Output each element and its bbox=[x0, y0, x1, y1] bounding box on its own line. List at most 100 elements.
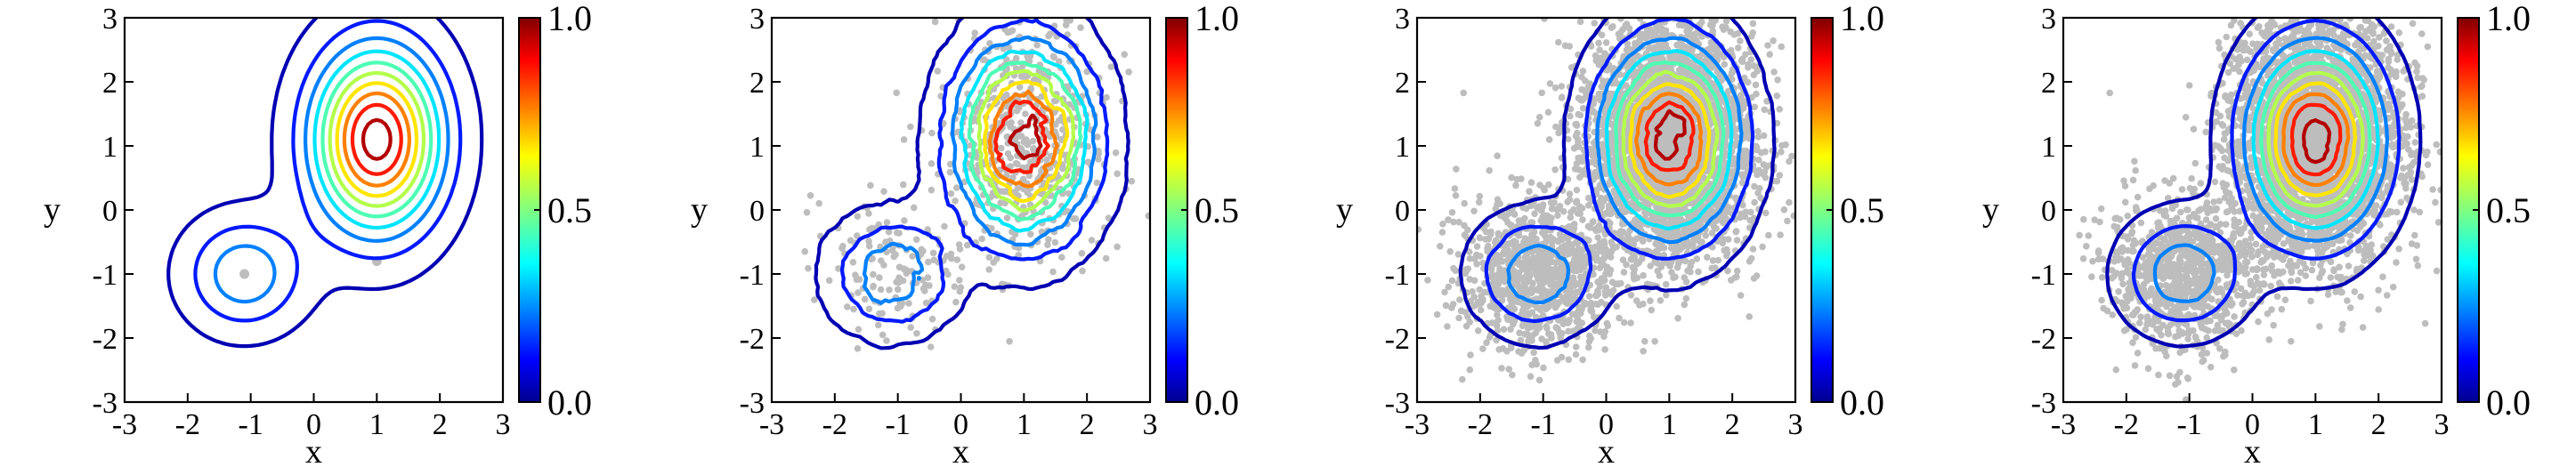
sample-point bbox=[1600, 242, 1607, 249]
sample-point bbox=[1000, 45, 1008, 52]
sample-point bbox=[1095, 147, 1102, 155]
sample-point bbox=[1128, 177, 1136, 185]
contour-level bbox=[166, 18, 484, 349]
sample-point bbox=[1530, 349, 1537, 357]
sample-point bbox=[1573, 197, 1581, 205]
sample-point bbox=[1550, 205, 1557, 213]
sample-point bbox=[1572, 343, 1580, 350]
contour-level bbox=[993, 100, 1050, 174]
sample-point bbox=[1495, 317, 1502, 324]
sample-point bbox=[1500, 326, 1508, 334]
sample-point bbox=[1760, 132, 1768, 140]
y-tick-label: 3 bbox=[102, 3, 117, 36]
sample-point bbox=[1673, 218, 1680, 226]
sample-point bbox=[1702, 232, 1709, 239]
sample-point bbox=[877, 286, 885, 294]
contour-level bbox=[983, 79, 1070, 204]
sample-point bbox=[1451, 185, 1459, 192]
x-tick-label: 2 bbox=[433, 408, 448, 441]
sample-point bbox=[1756, 184, 1763, 192]
sample-point bbox=[1709, 42, 1717, 49]
sample-point bbox=[1576, 281, 1584, 288]
sample-point bbox=[1545, 136, 1553, 143]
sample-point bbox=[1576, 203, 1584, 210]
sample-point bbox=[1494, 311, 1501, 318]
sample-point bbox=[1752, 81, 1760, 89]
sample-point bbox=[1584, 194, 1592, 202]
sample-point bbox=[1735, 44, 1742, 52]
sample-point bbox=[1573, 122, 1581, 129]
sample-point bbox=[1506, 239, 1514, 247]
sample-point bbox=[1059, 125, 1066, 133]
sample-point bbox=[1088, 237, 1096, 244]
sample-point bbox=[1009, 27, 1017, 35]
y-axis-label: y bbox=[44, 191, 61, 229]
sample-point bbox=[1470, 277, 1478, 285]
sample-point bbox=[1749, 29, 1756, 36]
sample-point bbox=[990, 259, 997, 266]
y-tick-label: 3 bbox=[749, 3, 765, 36]
sample-point bbox=[1762, 209, 1770, 217]
sample-point bbox=[1597, 56, 1605, 64]
sample-point bbox=[1511, 211, 1519, 218]
sample-point bbox=[1561, 42, 1569, 50]
sample-point bbox=[893, 89, 900, 97]
sample-point bbox=[1462, 267, 1470, 274]
sample-point bbox=[946, 168, 954, 176]
sample-point bbox=[900, 181, 907, 189]
sample-point bbox=[1747, 56, 1755, 63]
sample-point bbox=[905, 300, 912, 307]
sample-point bbox=[1446, 248, 1454, 255]
x-axis-label: x bbox=[952, 433, 969, 467]
sample-point bbox=[1051, 238, 1059, 246]
sample-point bbox=[895, 275, 903, 282]
sample-point bbox=[1495, 280, 1503, 288]
sample-point bbox=[948, 254, 955, 262]
sample-point bbox=[1749, 246, 1757, 253]
sample-point bbox=[870, 270, 877, 278]
sample-point bbox=[973, 154, 981, 161]
sample-point bbox=[1773, 93, 1781, 100]
plot-area bbox=[166, 18, 484, 349]
sample-point bbox=[1559, 320, 1567, 327]
sample-point bbox=[1778, 149, 1785, 156]
sample-point bbox=[907, 324, 914, 331]
sample-point bbox=[1527, 179, 1535, 186]
sample-point bbox=[1579, 356, 1586, 364]
sample-point bbox=[1439, 221, 1446, 228]
sample-point bbox=[1738, 55, 1746, 63]
sample-point bbox=[927, 343, 935, 350]
sample-point bbox=[1576, 254, 1584, 262]
sample-point bbox=[1499, 258, 1506, 265]
contour-level bbox=[862, 35, 1098, 305]
sample-point bbox=[1479, 345, 1486, 352]
sample-point bbox=[1056, 58, 1063, 65]
sample-point bbox=[1077, 24, 1084, 31]
sample-point bbox=[1577, 310, 1584, 318]
sample-point bbox=[1494, 152, 1501, 159]
sample-point bbox=[895, 229, 903, 237]
sample-point bbox=[1695, 268, 1702, 276]
sample-point bbox=[1528, 332, 1536, 340]
sample-point bbox=[1521, 330, 1528, 338]
sample-point bbox=[1555, 38, 1562, 46]
sample-point bbox=[1541, 18, 1548, 22]
sample-point bbox=[931, 18, 939, 26]
sample-point bbox=[921, 287, 928, 294]
x-tick-label: 3 bbox=[496, 408, 511, 441]
sample-point bbox=[1544, 109, 1552, 116]
sample-point bbox=[1483, 339, 1490, 347]
sample-point bbox=[964, 241, 971, 249]
sample-point bbox=[1540, 364, 1547, 372]
sample-point bbox=[1778, 43, 1786, 51]
sample-point bbox=[1582, 88, 1590, 96]
sample-point bbox=[854, 345, 862, 352]
sample-point bbox=[1489, 279, 1497, 287]
sample-point bbox=[1579, 167, 1587, 175]
sample-point bbox=[1547, 233, 1554, 241]
sample-point bbox=[952, 197, 959, 205]
sample-point bbox=[1640, 348, 1647, 355]
sample-point bbox=[1708, 22, 1715, 29]
sample-point bbox=[1595, 39, 1602, 47]
